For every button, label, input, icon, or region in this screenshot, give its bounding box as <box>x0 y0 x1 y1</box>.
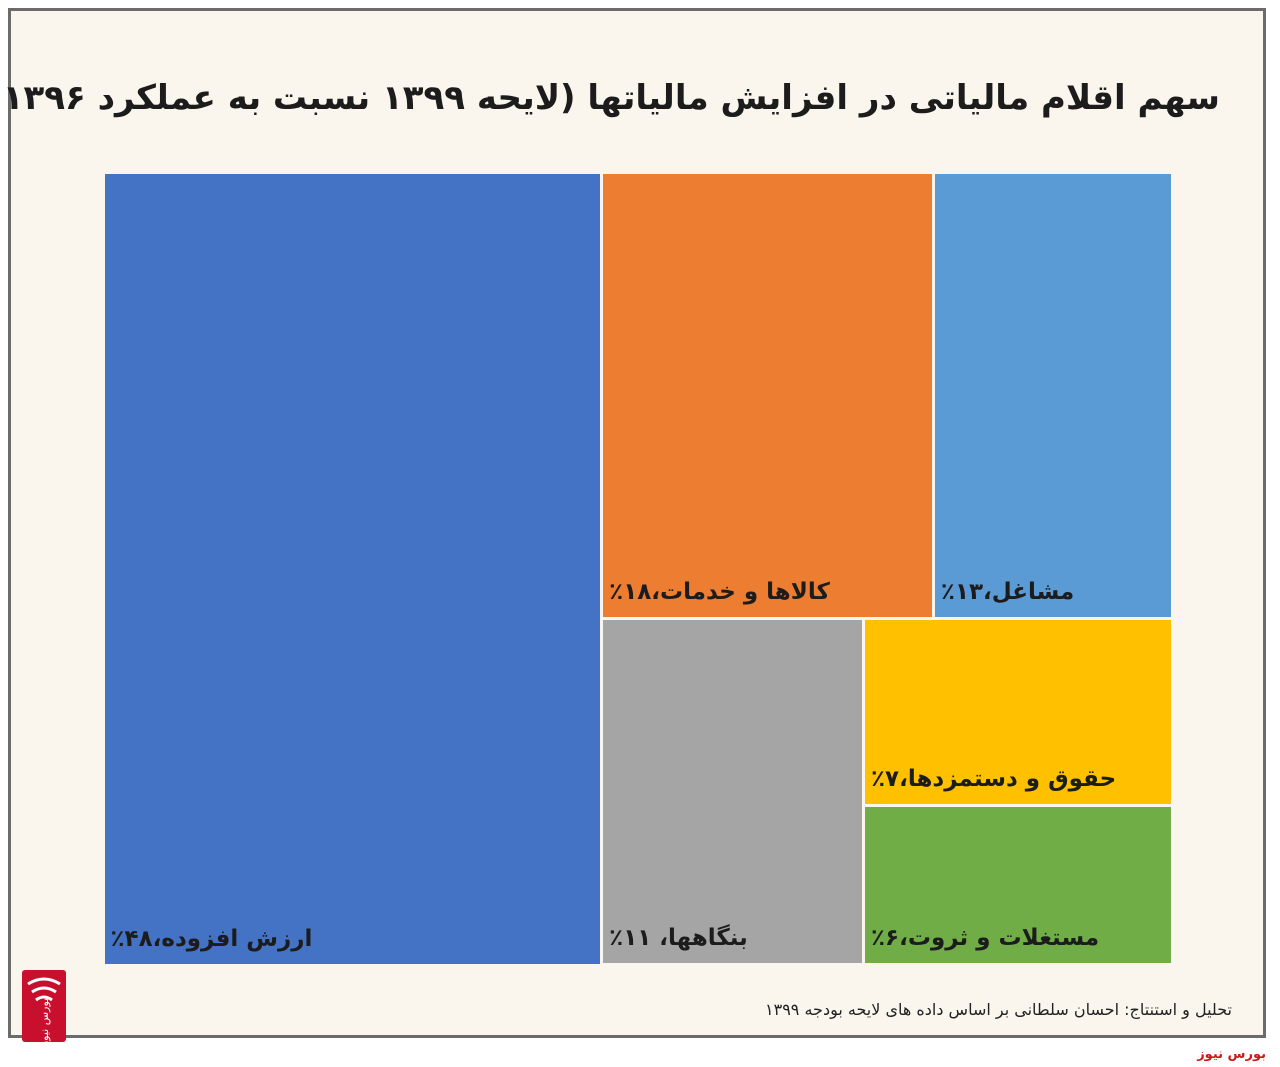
svg-text:بورس نیوز: بورس نیوز <box>38 998 51 1042</box>
tile-label-businesses: مشاغل،۱۳٪ <box>940 579 1075 606</box>
tile-value-added: ارزش افزوده،۴۸٪ <box>104 173 601 964</box>
brand-text: بورس نیوز <box>1197 1047 1266 1062</box>
tile-real-estate: مستغلات و ثروت،۶٪ <box>865 806 1172 964</box>
tile-label-wages: حقوق و دستمزدها،۷٪ <box>871 765 1117 792</box>
tile-label-real-estate: مستغلات و ثروت،۶٪ <box>871 925 1100 952</box>
tile-enterprises: بنگاهها، ۱۱٪ <box>603 620 862 964</box>
tile-label-goods-services: کالاها و خدمات،۱۸٪ <box>609 579 830 606</box>
tile-wages: حقوق و دستمزدها،۷٪ <box>865 620 1172 804</box>
source-note: تحلیل و استنتاج: احسان سلطانی بر اساس دا… <box>765 1000 1232 1019</box>
chart-title: سهم اقلام مالیاتی در افزایش مالیاتها (لا… <box>0 78 1220 118</box>
tile-label-value-added: ارزش افزوده،۴۸٪ <box>110 925 313 952</box>
tile-businesses: مشاغل،۱۳٪ <box>934 173 1172 618</box>
bourse-news-logo: بورس نیوز <box>22 970 66 1047</box>
tile-label-enterprises: بنگاهها، ۱۱٪ <box>609 925 748 952</box>
tile-goods-services: کالاها و خدمات،۱۸٪ <box>603 173 932 618</box>
